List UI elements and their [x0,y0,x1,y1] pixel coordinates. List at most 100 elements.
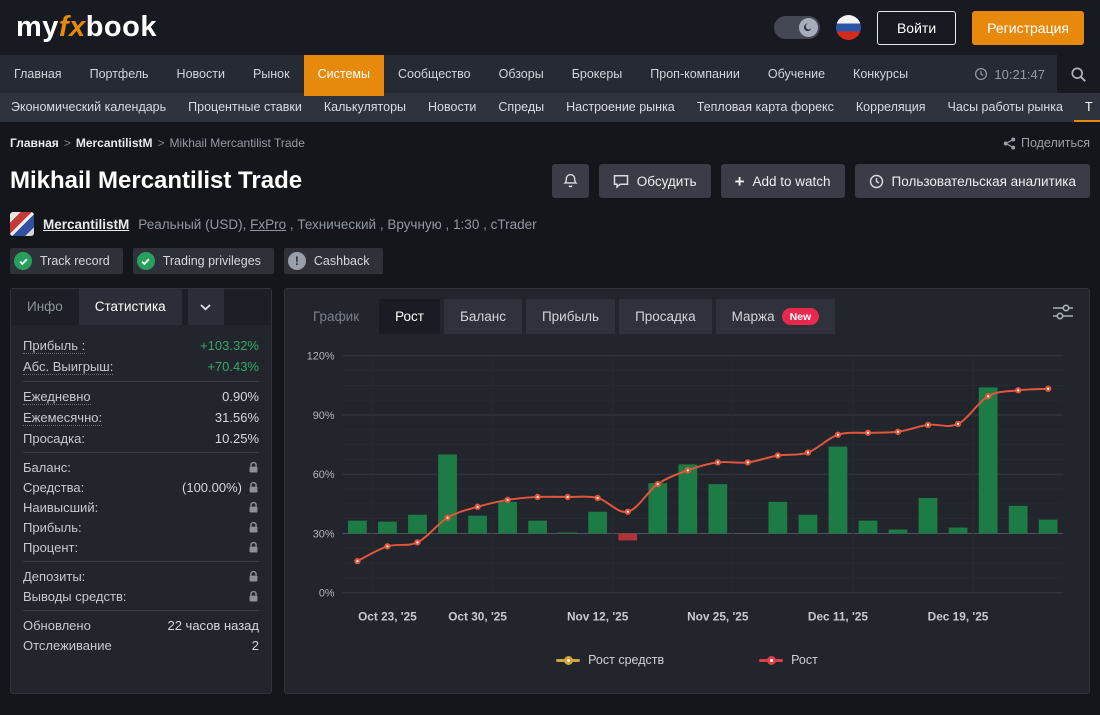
nav-item-2[interactable]: Портфель [76,55,163,93]
chart-tab-6[interactable]: МаржаNew [716,299,836,334]
signup-button[interactable]: Регистрация [972,11,1084,45]
stat-value [248,570,259,583]
login-button[interactable]: Войти [877,11,956,45]
subnav-item-9[interactable]: Часы работы рынка [937,93,1074,122]
stat-row: Просадка:10.25% [23,428,259,448]
stat-row: Абс. Выигрыш: +70.43% [23,356,259,377]
chart-tab-label: График [313,309,359,324]
subnav-item-2[interactable]: Процентные ставки [177,93,313,122]
svg-text:Nov 25, '25: Nov 25, '25 [687,609,749,623]
notifications-button[interactable] [552,164,589,198]
badge-label: Cashback [314,254,370,268]
chart-tab-label: Баланс [460,309,506,324]
nav-item-3[interactable]: Новости [163,55,239,93]
breadcrumb-current: Mikhail Mercantilist Trade [170,136,305,150]
legend-item-2[interactable]: Рост [759,653,818,667]
stat-row: Отслеживание2 [23,635,259,655]
chart-settings-button[interactable] [1051,302,1075,322]
share-label: Поделиться [1021,136,1090,150]
chevron-down-icon [200,304,211,311]
stat-value: 2 [252,638,259,653]
stat-value: +70.43% [207,359,259,374]
stat-row: Баланс: [23,457,259,477]
account-name-link[interactable]: MercantilistM [43,217,129,232]
chart-tabs: График Рост Баланс Прибыль Просадка МаржаNew [297,299,1077,334]
subnav-item-10[interactable]: Т [1074,93,1100,122]
badge-2[interactable]: Trading privileges [133,248,274,274]
add-to-watch-button[interactable]: + Add to watch [721,164,845,198]
myfxbook-logo[interactable]: myfxbook [16,11,157,44]
custom-analytics-button[interactable]: Пользовательская аналитика [855,164,1090,198]
nav-item-5[interactable]: Системы [304,55,384,93]
tab-info[interactable]: Инфо [11,289,79,325]
nav-item-7[interactable]: Обзоры [485,55,558,93]
stat-row: Депозиты: [23,566,259,586]
stat-group-3: Баланс:Средства:(100.00%)Наивысший:Прибы… [23,452,259,561]
stat-row: Прибыль : +103.32% [23,335,259,356]
stat-label[interactable]: Ежемесячно: [23,410,102,426]
subnav-item-4[interactable]: Новости [417,93,487,122]
legend-label: Рост средств [588,653,664,667]
account-info: Реальный (USD), FxPro , Технический , Вр… [138,217,536,232]
badge-3[interactable]: !Cashback [284,248,383,274]
nav-item-9[interactable]: Проп-компании [636,55,754,93]
stat-label: Просадка: [23,431,85,446]
stat-label[interactable]: Ежедневно [23,389,91,405]
account-avatar[interactable] [10,212,34,236]
nav-item-4[interactable]: Рынок [239,55,304,93]
nav-item-11[interactable]: Конкурсы [839,55,922,93]
chart-tab-2[interactable]: Рост [379,299,440,334]
check-circle-icon [14,252,32,270]
stat-row: Ежедневно0.90% [23,386,259,407]
sidebar-tabs-dropdown[interactable] [188,289,224,325]
chart-legend: Рост средств Рост [297,653,1077,667]
stat-label: Депозиты: [23,569,85,584]
subnav-item-7[interactable]: Тепловая карта форекс [686,93,845,122]
subnav-item-3[interactable]: Калькуляторы [313,93,417,122]
stat-value: (100.00%) [182,480,259,495]
stat-row: Ежемесячно:31.56% [23,407,259,428]
clock-icon [869,174,884,189]
breadcrumb-account[interactable]: MercantilistM [76,136,153,150]
language-flag-russia[interactable] [836,15,861,40]
chart-tab-label: Просадка [635,309,696,324]
subnav-item-1[interactable]: Экономический календарь [0,93,177,122]
broker-link[interactable]: FxPro [250,217,286,232]
stat-label[interactable]: Прибыль : [23,338,85,354]
nav-item-8[interactable]: Брокеры [558,55,637,93]
dark-mode-toggle[interactable] [774,16,820,39]
stat-value [248,541,259,554]
stat-value: +103.32% [200,338,259,353]
lock-icon [248,570,259,583]
tab-statistics[interactable]: Статистика [79,289,182,325]
growth-chart-svg[interactable]: 0%30%60%90%120%Oct 23, '25Oct 30, '25Nov… [297,346,1077,640]
chart-tab-5[interactable]: Просадка [619,299,712,334]
stat-label[interactable]: Абс. Выигрыш: [23,359,113,375]
breadcrumb-home[interactable]: Главная [10,136,59,150]
lock-icon [248,521,259,534]
growth-chart[interactable]: 0%30%60%90%120%Oct 23, '25Oct 30, '25Nov… [297,346,1077,645]
subnav-item-5[interactable]: Спреды [487,93,555,122]
discuss-button[interactable]: Обсудить [599,164,711,198]
account-type: Реальный (USD), [138,217,250,232]
badge-1[interactable]: Track record [10,248,123,274]
nav-item-1[interactable]: Главная [0,55,76,93]
chart-tab-4[interactable]: Прибыль [526,299,615,334]
clock-icon [974,67,988,81]
legend-marker [759,659,783,662]
lock-icon [248,481,259,494]
subnav-item-8[interactable]: Корреляция [845,93,937,122]
nav-item-6[interactable]: Сообщество [384,55,485,93]
stat-row: Обновлено22 часов назад [23,615,259,635]
lock-icon [248,501,259,514]
stat-value [248,461,259,474]
stat-row: Выводы средств: [23,586,259,606]
subnav-item-6[interactable]: Настроение рынка [555,93,686,122]
chart-tab-1[interactable]: График [297,299,375,334]
share-button[interactable]: Поделиться [1003,136,1090,150]
legend-item-1[interactable]: Рост средств [556,653,664,667]
search-icon [1070,66,1087,83]
chart-tab-3[interactable]: Баланс [444,299,522,334]
search-button[interactable] [1057,55,1100,93]
nav-item-10[interactable]: Обучение [754,55,839,93]
